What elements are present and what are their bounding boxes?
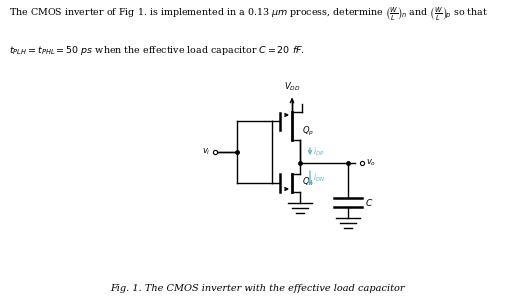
Text: The CMOS inverter of Fig 1. is implemented in a 0.13 $\mathit{\mu m}$ process, d: The CMOS inverter of Fig 1. is implement… bbox=[9, 5, 488, 21]
Text: $v_o$: $v_o$ bbox=[366, 158, 376, 168]
Text: $Q_p$: $Q_p$ bbox=[302, 125, 314, 138]
Text: $V_{DD}$: $V_{DD}$ bbox=[284, 80, 300, 93]
Text: $v_i$: $v_i$ bbox=[203, 147, 211, 157]
Text: $C$: $C$ bbox=[365, 197, 373, 208]
Text: $i_{DN}$: $i_{DN}$ bbox=[313, 172, 325, 184]
Text: $Q_n$: $Q_n$ bbox=[302, 175, 314, 188]
Text: $t_{PLH} = t_{PHL} = 50\ \mathit{ps}$ when the effective load capacitor $C = 20\: $t_{PLH} = t_{PHL} = 50\ \mathit{ps}$ wh… bbox=[9, 44, 305, 57]
Text: Fig. 1. The CMOS inverter with the effective load capacitor: Fig. 1. The CMOS inverter with the effec… bbox=[110, 284, 404, 293]
Text: $i_{DP}$: $i_{DP}$ bbox=[313, 145, 324, 158]
